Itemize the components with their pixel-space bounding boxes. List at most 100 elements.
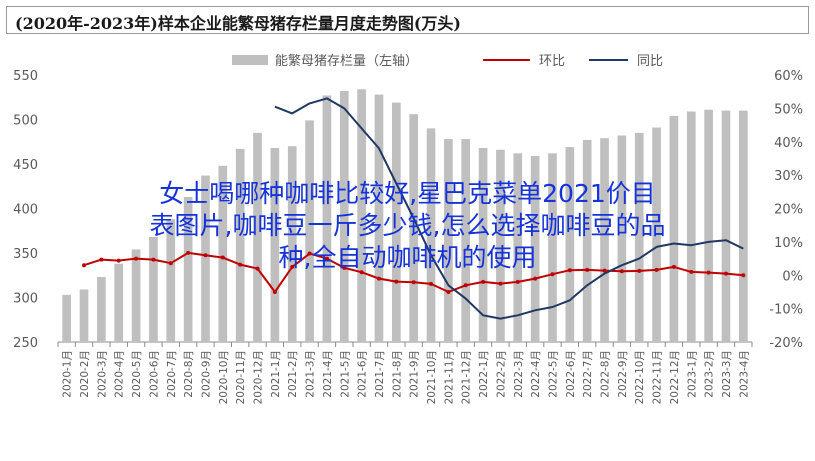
bar-2022-8月 bbox=[600, 138, 609, 342]
point-环比-2023-2月 bbox=[706, 270, 711, 275]
bar-2023-4月 bbox=[738, 110, 748, 342]
left-axis-tick-label: 400 bbox=[13, 203, 38, 218]
right-axis-tick-label: 20% bbox=[774, 203, 803, 218]
bar-2021-9月 bbox=[409, 114, 419, 342]
bar-2020-1月 bbox=[62, 294, 72, 342]
overlay-line-2: 表图片,咖啡豆一斤多少钱,怎么选择咖啡豆的品 bbox=[149, 211, 666, 240]
x-tick-label: 2020-1月 bbox=[62, 350, 74, 398]
x-tick-label: 2022-6月 bbox=[565, 350, 577, 398]
point-环比-2022-11月 bbox=[654, 267, 659, 272]
point-环比-2020-10月 bbox=[220, 255, 225, 260]
x-tick-label: 2021-2月 bbox=[287, 350, 299, 398]
x-tick-label: 2022-1月 bbox=[478, 350, 490, 398]
point-环比-2021-3月 bbox=[307, 251, 312, 256]
legend-label-line-1: 环比 bbox=[539, 54, 565, 69]
right-axis-tick-label: 60% bbox=[774, 69, 803, 84]
point-环比-2020-6月 bbox=[151, 257, 156, 262]
bar-2021-7月 bbox=[374, 94, 384, 342]
point-环比-2021-12月 bbox=[463, 283, 468, 288]
bar-2021-10月 bbox=[426, 128, 436, 342]
x-tick-label: 2022-12月 bbox=[669, 350, 681, 404]
bar-2021-8月 bbox=[391, 102, 401, 342]
bar-2021-4月 bbox=[322, 95, 332, 342]
point-环比-2020-7月 bbox=[168, 261, 173, 266]
x-tick-label: 2023-4月 bbox=[738, 350, 750, 398]
left-axis-tick-label: 300 bbox=[13, 292, 38, 307]
bar-2023-2月 bbox=[704, 109, 713, 343]
bar-2020-5月 bbox=[131, 249, 141, 342]
point-环比-2022-1月 bbox=[481, 279, 486, 284]
x-tick-label: 2022-7月 bbox=[582, 350, 594, 398]
bar-2022-4月 bbox=[530, 155, 540, 342]
x-tick-label: 2023-3月 bbox=[721, 350, 733, 398]
bar-2021-11月 bbox=[444, 139, 453, 342]
point-环比-2020-5月 bbox=[134, 256, 139, 261]
x-tick-label: 2021-5月 bbox=[339, 350, 351, 398]
bar-2022-3月 bbox=[513, 153, 523, 342]
point-环比-2021-11月 bbox=[446, 289, 451, 294]
overlay-watermark-text: 女士喝哪种咖啡比较好,星巴克菜单2021价目 表图片,咖啡豆一斤多少钱,怎么选择… bbox=[0, 178, 815, 274]
point-环比-2020-12月 bbox=[255, 266, 260, 271]
x-tick-label: 2022-10月 bbox=[634, 350, 646, 404]
x-tick-label: 2020-5月 bbox=[131, 350, 143, 398]
bar-2022-10月 bbox=[634, 132, 644, 342]
point-环比-2023-4月 bbox=[741, 273, 746, 278]
point-环比-2021-10月 bbox=[429, 281, 434, 286]
x-tick-label: 2022-3月 bbox=[513, 350, 525, 398]
right-axis-tick-label: -10% bbox=[769, 303, 803, 318]
bar-2022-1月 bbox=[478, 147, 488, 342]
point-环比-2020-4月 bbox=[116, 258, 121, 263]
bar-2021-1月 bbox=[270, 147, 280, 342]
point-环比-2020-8月 bbox=[186, 250, 191, 255]
bar-2022-2月 bbox=[496, 149, 505, 342]
x-tick-label: 2020-10月 bbox=[218, 350, 230, 404]
x-tick-label: 2020-12月 bbox=[253, 350, 265, 404]
overlay-line-1: 女士喝哪种咖啡比较好,星巴克菜单2021价目 bbox=[159, 179, 656, 208]
point-环比-2021-4月 bbox=[324, 256, 329, 261]
point-环比-2022-2月 bbox=[498, 281, 503, 286]
x-tick-label: 2021-6月 bbox=[357, 350, 369, 398]
bar-2021-12月 bbox=[461, 139, 471, 342]
bar-2020-7月 bbox=[166, 219, 176, 342]
x-tick-label: 2020-2月 bbox=[79, 350, 91, 398]
left-axis-tick-label: 450 bbox=[13, 158, 38, 173]
point-环比-2021-5月 bbox=[342, 265, 347, 270]
x-tick-label: 2021-1月 bbox=[270, 350, 282, 398]
x-tick-label: 2020-6月 bbox=[148, 350, 160, 398]
x-tick-label: 2022-11月 bbox=[652, 350, 664, 404]
x-tick-label: 2021-10月 bbox=[426, 350, 438, 404]
point-环比-2022-9月 bbox=[619, 269, 624, 274]
x-tick-label: 2021-7月 bbox=[374, 350, 386, 398]
left-axis-tick-label: 250 bbox=[13, 336, 38, 351]
bar-2022-9月 bbox=[617, 135, 627, 342]
point-环比-2022-6月 bbox=[567, 268, 572, 273]
point-环比-2020-9月 bbox=[203, 253, 208, 258]
overlay-line-3: 种,全自动咖啡机的使用 bbox=[278, 243, 537, 272]
right-axis-tick-label: 50% bbox=[774, 102, 803, 117]
x-tick-label: 2020-8月 bbox=[183, 350, 195, 398]
point-环比-2022-5月 bbox=[550, 272, 555, 277]
x-tick-label: 2021-3月 bbox=[305, 350, 317, 398]
line-series-同比 bbox=[274, 97, 744, 320]
bar-2021-6月 bbox=[357, 89, 366, 343]
chart-title-box: (2020年-2023年)样本企业能繁母猪存栏量月度走势图(万头) bbox=[6, 6, 809, 34]
point-环比-2023-1月 bbox=[689, 269, 694, 274]
right-axis-tick-label: -20% bbox=[769, 336, 803, 351]
x-tick-label: 2022-9月 bbox=[617, 350, 629, 398]
point-环比-2021-8月 bbox=[394, 279, 399, 284]
point-环比-2022-3月 bbox=[515, 279, 520, 284]
point-环比-2023-3月 bbox=[723, 271, 728, 276]
point-环比-2021-1月 bbox=[272, 289, 277, 294]
x-tick-label: 2020-11月 bbox=[235, 350, 247, 404]
x-tick-label: 2020-4月 bbox=[114, 350, 126, 398]
bar-2020-10月 bbox=[218, 165, 228, 342]
bar-2022-7月 bbox=[582, 139, 592, 342]
point-环比-2022-7月 bbox=[585, 267, 590, 272]
bar-2022-11月 bbox=[652, 127, 661, 342]
point-环比-2022-10月 bbox=[637, 268, 642, 273]
x-tick-label: 2021-12月 bbox=[461, 350, 473, 404]
bar-2020-6月 bbox=[149, 236, 158, 342]
bar-2023-1月 bbox=[686, 111, 696, 343]
bar-2022-5月 bbox=[548, 153, 557, 342]
